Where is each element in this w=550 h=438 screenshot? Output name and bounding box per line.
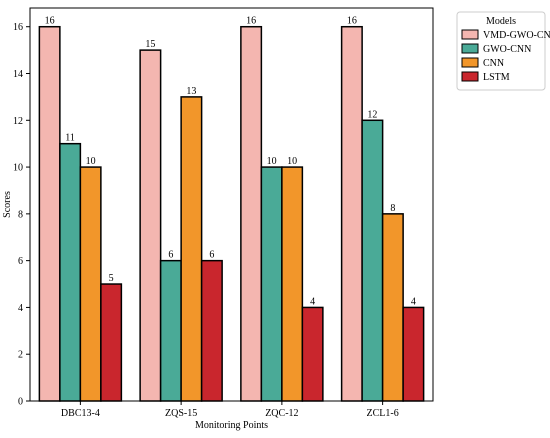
bar-gwo-cnn-dbc13-4 (59, 142, 82, 402)
data-label: 4 (310, 296, 315, 307)
y-tick-label: 0 (18, 397, 23, 408)
legend-frame (456, 11, 546, 91)
x-axis: DBC13-4 ZQS-15 ZQC-12 ZCL1-6 (61, 401, 399, 419)
x-tick-label: ZCL1-6 (367, 408, 399, 419)
data-label: 16 (347, 16, 357, 27)
y-axis: 0 2 4 6 8 10 12 14 16 (13, 22, 30, 408)
bar-cnn-zqc-12 (281, 166, 304, 402)
data-label: 6 (209, 250, 214, 261)
bar-lstm-dbc13-4 (100, 283, 123, 402)
legend-entry: CNN (483, 58, 504, 69)
legend-swatch (461, 29, 479, 40)
y-tick-label: 6 (18, 256, 23, 267)
bar-cnn-zqs-15 (180, 96, 203, 402)
bar-gwo-cnn-zcl1-6 (361, 119, 384, 402)
bar-cnn-zcl1-6 (381, 213, 404, 402)
x-tick-label: DBC13-4 (61, 408, 100, 419)
bar-cnn-dbc13-4 (79, 166, 102, 402)
legend-swatch (461, 43, 479, 54)
data-label: 10 (267, 156, 277, 167)
legend-items: VMD-GWO-CNN GWO-CNN CNN LSTM (461, 29, 550, 83)
bar-gwo-cnn-zqc-12 (260, 166, 283, 402)
x-tick-label: ZQS-15 (165, 408, 197, 419)
bar-vmd-gwo-cnn-zqs-15 (139, 49, 162, 402)
legend-swatch (461, 71, 479, 82)
legend-title: Models (486, 16, 516, 27)
bar-lstm-zqs-15 (200, 259, 223, 402)
y-tick-label: 14 (13, 69, 23, 80)
legend: Models VMD-GWO-CNN GWO-CNN CNN LSTM (456, 11, 550, 91)
bar-lstm-zcl1-6 (402, 306, 425, 402)
data-label: 10 (287, 156, 297, 167)
plot-frame (29, 7, 434, 402)
y-tick-label: 8 (18, 209, 23, 220)
y-tick-label: 10 (13, 163, 23, 174)
legend-entry: GWO-CNN (483, 44, 531, 55)
plot-area: 16 15 16 16 11 6 10 12 10 13 10 8 5 6 4 4 (29, 7, 434, 402)
bar-vmd-gwo-cnn-zqc-12 (240, 25, 263, 402)
x-axis-label: Monitoring Points (195, 420, 268, 431)
data-label: 10 (86, 156, 96, 167)
bar-gwo-cnn-zqs-15 (159, 259, 182, 402)
x-tick-label: ZQC-12 (265, 408, 298, 419)
data-label: 13 (186, 86, 196, 97)
data-label: 5 (109, 273, 114, 284)
y-tick-label: 12 (13, 116, 23, 127)
y-tick-label: 2 (18, 350, 23, 361)
data-label: 6 (168, 250, 173, 261)
legend-swatch (461, 57, 479, 68)
y-tick-label: 4 (18, 303, 23, 314)
y-axis-label: Scores (2, 191, 13, 218)
data-label: 8 (390, 203, 395, 214)
data-label: 16 (246, 16, 256, 27)
data-label: 11 (65, 133, 75, 144)
legend-entry: LSTM (483, 72, 510, 83)
data-label: 4 (411, 296, 416, 307)
bar-vmd-gwo-cnn-zcl1-6 (340, 25, 363, 402)
bar-vmd-gwo-cnn-dbc13-4 (38, 25, 61, 402)
bar-lstm-zqc-12 (301, 306, 324, 402)
data-label: 12 (367, 109, 377, 120)
data-label: 15 (145, 39, 155, 50)
legend-entry: VMD-GWO-CNN (483, 30, 550, 41)
data-label: 16 (45, 16, 55, 27)
y-tick-label: 16 (13, 22, 23, 33)
